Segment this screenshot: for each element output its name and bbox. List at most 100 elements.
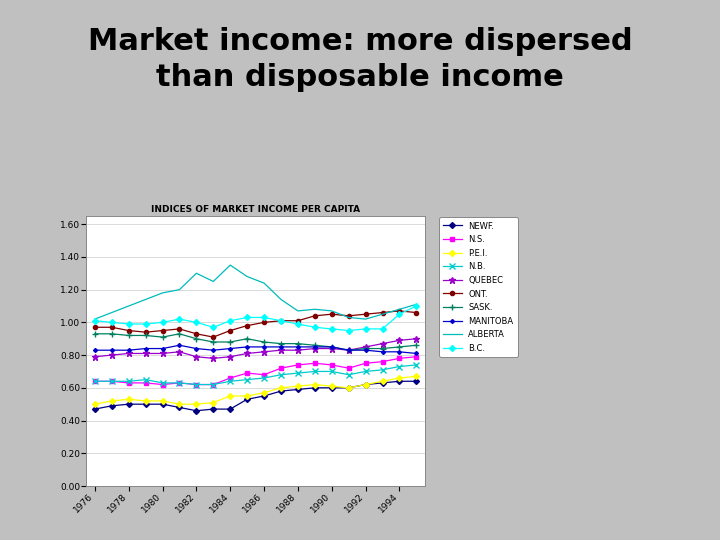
MANITOBA: [91, 347, 99, 353]
P.E.I.: [158, 397, 167, 404]
ONT.: [260, 319, 269, 326]
ALBERTA: [175, 286, 184, 293]
MANITOBA: [107, 347, 116, 353]
Legend: NEWF., N.S., P.E.I., N.B., QUEBEC, ONT., SASK., MANITOBA, ALBERTA, B.C.: NEWF., N.S., P.E.I., N.B., QUEBEC, ONT.,…: [439, 218, 518, 357]
P.E.I.: [107, 397, 116, 404]
N.B.: [226, 378, 235, 384]
MANITOBA: [310, 343, 319, 350]
N.S.: [361, 360, 370, 367]
ALBERTA: [328, 308, 336, 314]
SASK.: [294, 340, 302, 347]
P.E.I.: [412, 373, 420, 380]
MANITOBA: [294, 343, 302, 350]
P.E.I.: [192, 401, 201, 407]
N.B.: [276, 372, 285, 378]
QUEBEC: [260, 349, 269, 355]
Line: ALBERTA: ALBERTA: [95, 265, 416, 319]
ONT.: [158, 327, 167, 334]
P.E.I.: [175, 401, 184, 407]
ONT.: [412, 309, 420, 316]
ONT.: [209, 334, 217, 340]
SASK.: [192, 335, 201, 342]
ONT.: [276, 318, 285, 324]
Line: ONT.: ONT.: [93, 309, 418, 339]
ALBERTA: [107, 309, 116, 316]
ALBERTA: [209, 278, 217, 285]
N.B.: [125, 378, 133, 384]
SASK.: [226, 339, 235, 345]
N.B.: [294, 370, 302, 376]
MANITOBA: [192, 345, 201, 352]
N.B.: [175, 380, 184, 386]
ONT.: [328, 311, 336, 318]
N.B.: [107, 378, 116, 384]
B.C.: [125, 321, 133, 327]
SASK.: [175, 330, 184, 337]
N.S.: [260, 372, 269, 378]
ONT.: [91, 324, 99, 330]
ALBERTA: [226, 262, 235, 268]
B.C.: [243, 314, 251, 321]
ONT.: [107, 324, 116, 330]
N.S.: [310, 360, 319, 367]
SASK.: [158, 334, 167, 340]
Line: N.B.: N.B.: [92, 362, 419, 387]
ALBERTA: [91, 316, 99, 322]
N.S.: [175, 380, 184, 386]
N.B.: [344, 372, 353, 378]
SASK.: [276, 340, 285, 347]
NEWF.: [395, 378, 404, 384]
QUEBEC: [276, 347, 285, 353]
Line: N.S.: N.S.: [93, 355, 418, 387]
B.C.: [226, 318, 235, 324]
N.S.: [395, 355, 404, 362]
N.S.: [91, 378, 99, 384]
ONT.: [125, 327, 133, 334]
NEWF.: [344, 384, 353, 391]
N.B.: [310, 368, 319, 375]
NEWF.: [91, 406, 99, 413]
QUEBEC: [107, 352, 116, 359]
SASK.: [209, 339, 217, 345]
N.B.: [209, 381, 217, 388]
ALBERTA: [125, 303, 133, 309]
B.C.: [192, 319, 201, 326]
N.S.: [294, 362, 302, 368]
ALBERTA: [276, 296, 285, 303]
B.C.: [260, 314, 269, 321]
NEWF.: [158, 401, 167, 407]
N.B.: [395, 363, 404, 370]
MANITOBA: [158, 345, 167, 352]
NEWF.: [361, 381, 370, 388]
ALBERTA: [158, 289, 167, 296]
N.B.: [91, 378, 99, 384]
NEWF.: [294, 386, 302, 393]
P.E.I.: [141, 397, 150, 404]
P.E.I.: [395, 375, 404, 381]
NEWF.: [141, 401, 150, 407]
P.E.I.: [226, 393, 235, 399]
SASK.: [107, 330, 116, 337]
ONT.: [361, 311, 370, 318]
ONT.: [175, 326, 184, 332]
SASK.: [91, 330, 99, 337]
N.B.: [141, 376, 150, 383]
ALBERTA: [141, 296, 150, 303]
Line: QUEBEC: QUEBEC: [91, 335, 420, 362]
MANITOBA: [243, 343, 251, 350]
QUEBEC: [158, 350, 167, 357]
P.E.I.: [91, 401, 99, 407]
ALBERTA: [412, 301, 420, 308]
MANITOBA: [141, 345, 150, 352]
ALBERTA: [310, 306, 319, 313]
MANITOBA: [344, 347, 353, 353]
ALBERTA: [260, 280, 269, 286]
B.C.: [328, 326, 336, 332]
QUEBEC: [243, 350, 251, 357]
N.S.: [209, 381, 217, 388]
NEWF.: [125, 401, 133, 407]
NEWF.: [226, 406, 235, 413]
QUEBEC: [141, 350, 150, 357]
Line: SASK.: SASK.: [91, 330, 420, 354]
SASK.: [412, 342, 420, 348]
